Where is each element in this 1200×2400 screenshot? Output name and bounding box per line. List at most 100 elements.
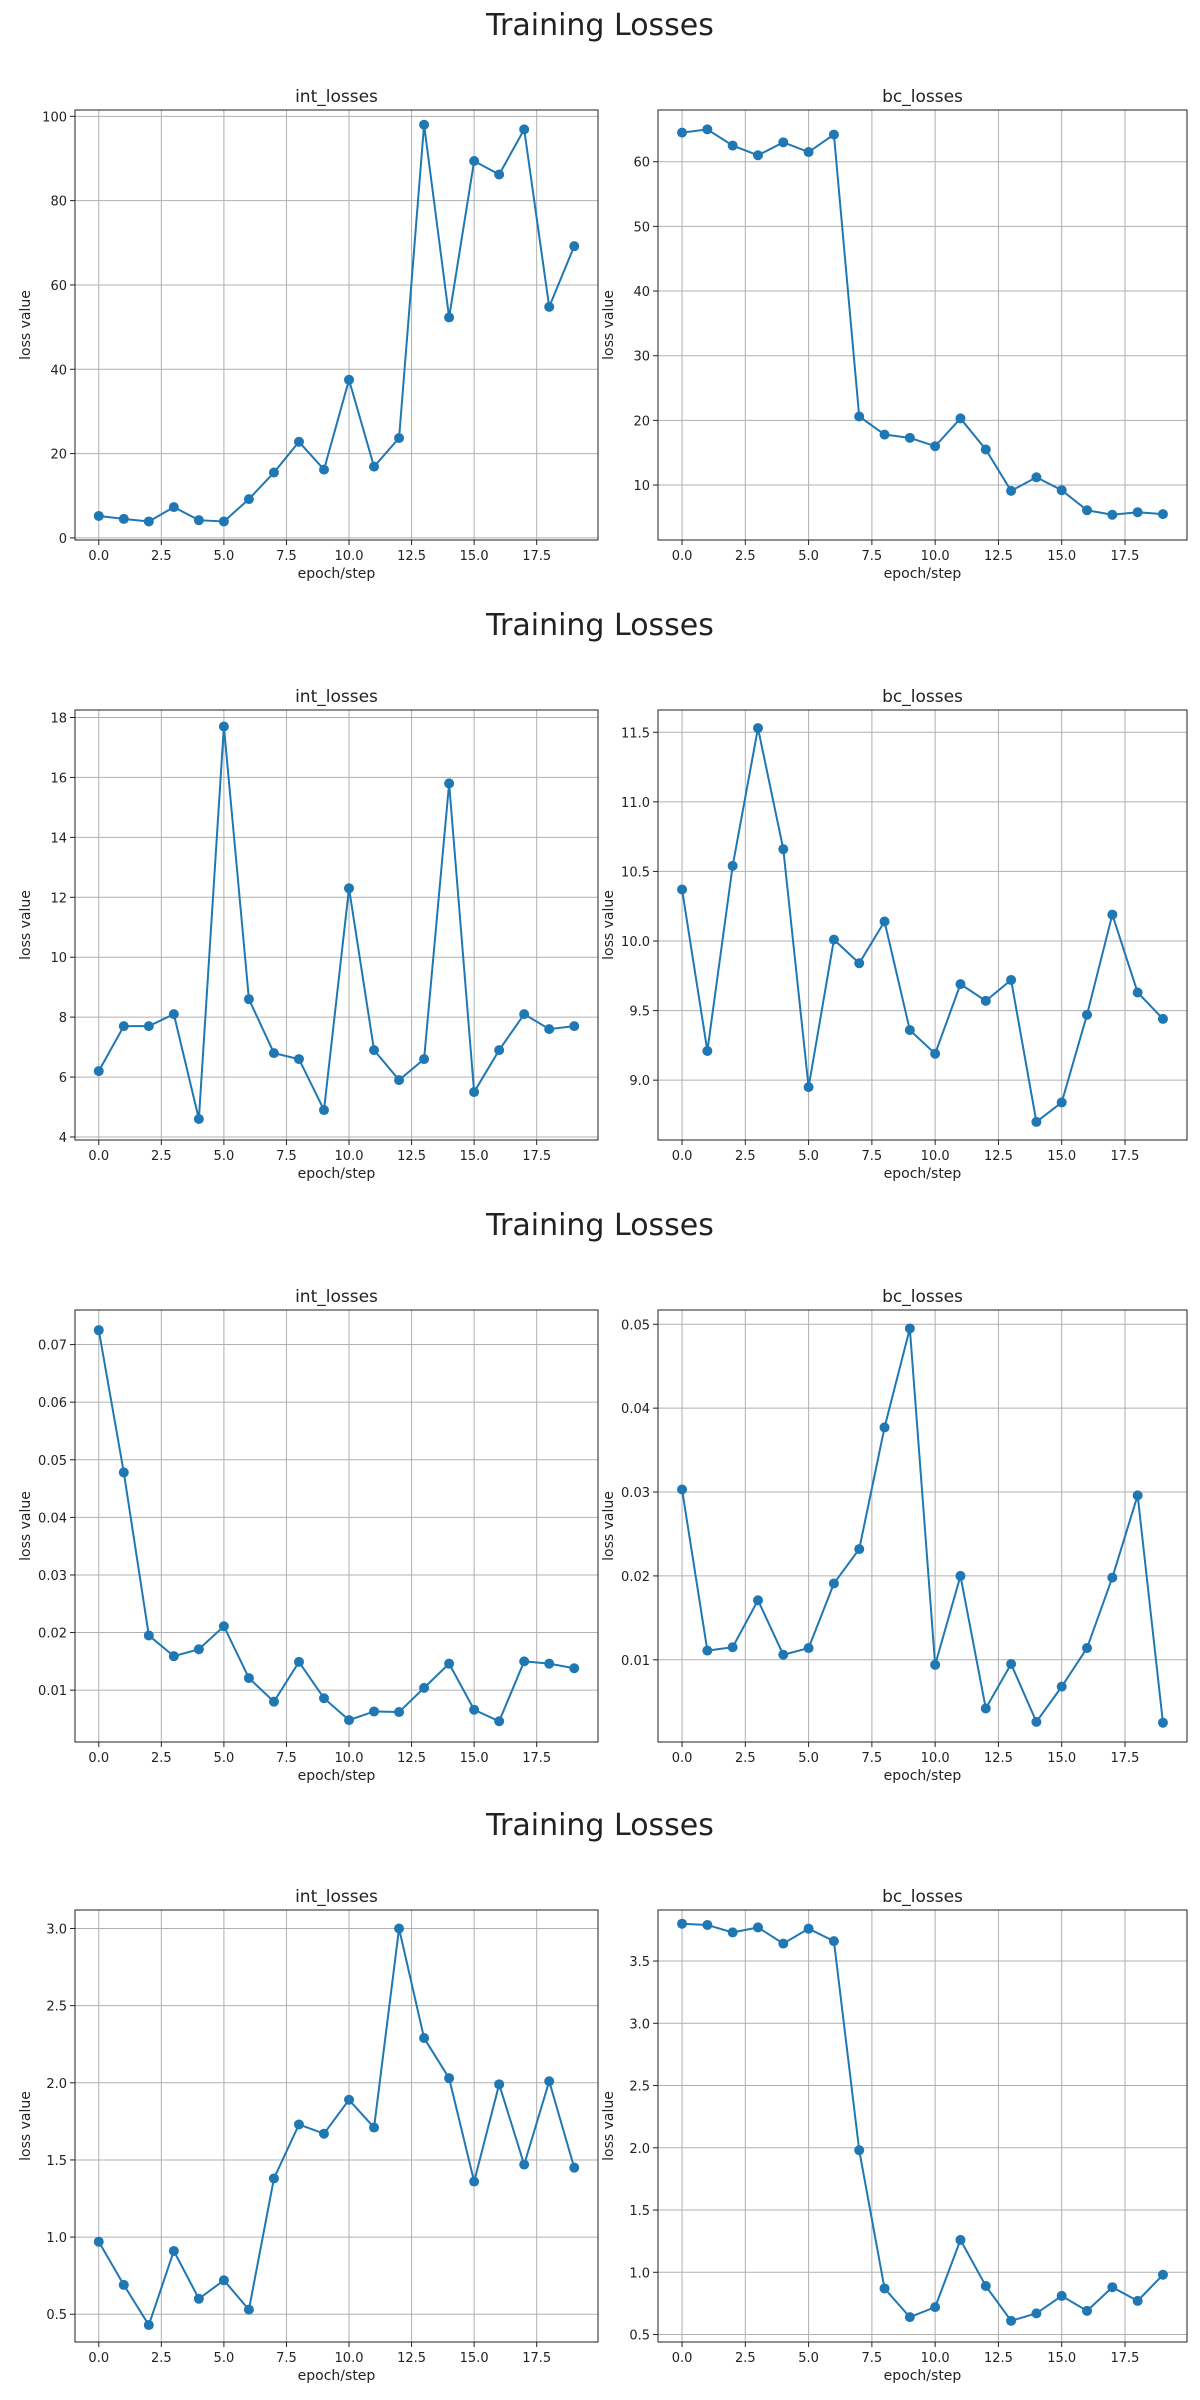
x-tick-label: 15.0 — [1047, 1751, 1076, 1766]
axes-frame — [74, 1909, 599, 2343]
axes-frame — [657, 109, 1188, 541]
data-point — [1107, 509, 1118, 520]
data-point — [752, 1595, 763, 1606]
x-tick-label: 10.0 — [921, 2351, 950, 2366]
data-point — [519, 124, 530, 135]
x-tick-label: 5.0 — [798, 1149, 819, 1164]
data-point — [118, 1021, 129, 1032]
data-point — [569, 1021, 580, 1032]
data-point — [854, 411, 865, 422]
panel-title: int_losses — [295, 87, 378, 107]
data-point — [318, 1693, 329, 1704]
y-axis-label: loss value — [601, 1491, 617, 1561]
axes-frame — [74, 1309, 599, 1743]
data-point — [369, 461, 380, 472]
y-tick-label: 0.02 — [621, 1570, 650, 1585]
y-tick-label: 3.0 — [629, 2017, 650, 2032]
data-point — [168, 2245, 179, 2256]
data-point — [1006, 2315, 1017, 2326]
data-point — [1006, 1658, 1017, 1669]
data-point — [1132, 2295, 1143, 2306]
axes-frame — [657, 1309, 1188, 1743]
data-point — [904, 1025, 915, 1036]
x-tick-label: 10.0 — [921, 1149, 950, 1164]
data-point — [344, 883, 355, 894]
y-tick-label: 0.5 — [46, 2308, 67, 2323]
x-axis-label: epoch/step — [884, 2368, 962, 2384]
x-tick-label: 10.0 — [921, 549, 950, 564]
data-point — [727, 140, 738, 151]
x-tick-label: 5.0 — [214, 1149, 235, 1164]
y-tick-label: 1.5 — [46, 2154, 67, 2169]
axes-frame — [74, 109, 599, 541]
x-tick-label: 7.5 — [862, 1149, 883, 1164]
y-tick-label: 2.5 — [629, 2080, 650, 2095]
data-point — [218, 2275, 229, 2286]
y-tick-label: 1.0 — [629, 2266, 650, 2281]
data-point — [419, 2033, 430, 2044]
x-tick-label: 10.0 — [335, 1751, 364, 1766]
x-tick-label: 15.0 — [460, 549, 489, 564]
y-tick-label: 0.02 — [38, 1627, 67, 1642]
data-point — [727, 860, 738, 871]
data-point — [143, 1021, 154, 1032]
data-point — [469, 2176, 480, 2187]
y-tick-label: 10 — [633, 479, 650, 494]
y-tick-label: 0.5 — [629, 2329, 650, 2344]
x-tick-label: 2.5 — [735, 549, 756, 564]
data-point — [118, 513, 129, 524]
panel-title: int_losses — [295, 1887, 378, 1907]
y-tick-label: 0.01 — [38, 1684, 67, 1699]
data-point — [1157, 1013, 1168, 1024]
y-tick-label: 20 — [50, 448, 67, 463]
data-point — [193, 515, 204, 526]
y-tick-label: 2.0 — [629, 2142, 650, 2157]
y-tick-label: 18 — [50, 711, 67, 726]
y-tick-label: 0.04 — [38, 1511, 67, 1526]
y-axis-label: loss value — [601, 890, 617, 960]
x-tick-label: 0.0 — [672, 549, 693, 564]
data-point — [93, 1066, 104, 1077]
data-point — [702, 1919, 713, 1930]
panel-int-losses-row-4: 0.0 2.5 5.0 7.5 10.0 12.5 15.0 17.5 0.5 1.0 1.5 2.0… — [18, 1887, 599, 2384]
y-tick-label: 1.0 — [46, 2231, 67, 2246]
y-tick-label: 6 — [59, 1071, 67, 1086]
figure-title-row-3: Training Losses — [485, 1208, 714, 1243]
data-point — [1107, 2282, 1118, 2293]
data-point — [1082, 505, 1093, 516]
data-point — [444, 312, 455, 323]
x-tick-label: 2.5 — [735, 1751, 756, 1766]
data-point — [879, 1422, 890, 1433]
data-point — [1107, 1572, 1118, 1583]
y-axis-label: loss value — [18, 1491, 34, 1561]
y-tick-label: 40 — [50, 363, 67, 378]
data-point — [980, 444, 991, 455]
y-tick-label: 11.5 — [621, 726, 650, 741]
x-tick-label: 0.0 — [88, 1751, 109, 1766]
x-tick-label: 7.5 — [862, 2351, 883, 2366]
data-point — [318, 1105, 329, 1116]
data-point — [193, 2293, 204, 2304]
data-point — [193, 1114, 204, 1125]
panel-title: bc_losses — [882, 1887, 963, 1907]
data-point — [727, 1642, 738, 1653]
x-axis-label: epoch/step — [884, 1166, 962, 1182]
data-point — [955, 1570, 966, 1581]
data-point — [930, 1048, 941, 1059]
x-tick-label: 7.5 — [862, 1751, 883, 1766]
data-point — [677, 127, 688, 138]
y-axis-label: loss value — [18, 290, 34, 360]
data-point — [369, 1045, 380, 1056]
data-point — [702, 124, 713, 135]
y-tick-label: 14 — [50, 831, 67, 846]
data-point — [469, 1704, 480, 1715]
x-tick-label: 17.5 — [1111, 1149, 1140, 1164]
y-tick-label: 4 — [59, 1131, 67, 1146]
panel-int-losses-row-2: 0.0 2.5 5.0 7.5 10.0 12.5 15.0 17.5 4 6 8 10 12 14 16 1… — [18, 687, 599, 1182]
data-point — [344, 374, 355, 385]
x-tick-label: 15.0 — [460, 2351, 489, 2366]
y-tick-label: 0.04 — [621, 1402, 650, 1417]
y-tick-label: 0.06 — [38, 1396, 67, 1411]
x-tick-label: 17.5 — [522, 2351, 551, 2366]
